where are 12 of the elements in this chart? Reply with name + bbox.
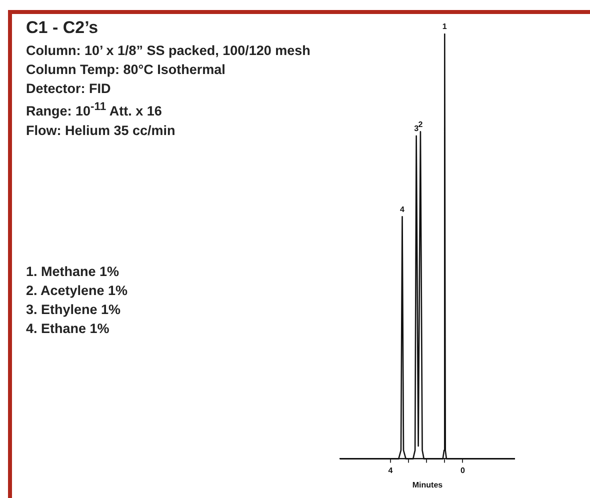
text: Column: 10’ x 1/8” SS packed, 100/120 mesh Column Temp: 80°C Isothermal Detector: FID Range: 10$^{-11}$ Att. x 16 Flow: Helium 35 cc/min	[26, 42, 312, 140]
annotation: 2	[418, 120, 424, 129]
annotation: 3	[414, 124, 420, 134]
annotation: 1	[442, 22, 448, 32]
x-tick-label: 0	[460, 466, 466, 475]
text: 1. Methane 1%	[26, 263, 120, 281]
annotation: 4	[400, 204, 406, 214]
text: C1 - C2’s	[26, 18, 98, 38]
text: 4. Ethane 1%	[26, 320, 110, 338]
text: 3. Ethylene 1%	[26, 301, 122, 319]
text: 2. Acetylene 1%	[26, 282, 128, 300]
x-axis-title: Minutes	[412, 480, 444, 490]
